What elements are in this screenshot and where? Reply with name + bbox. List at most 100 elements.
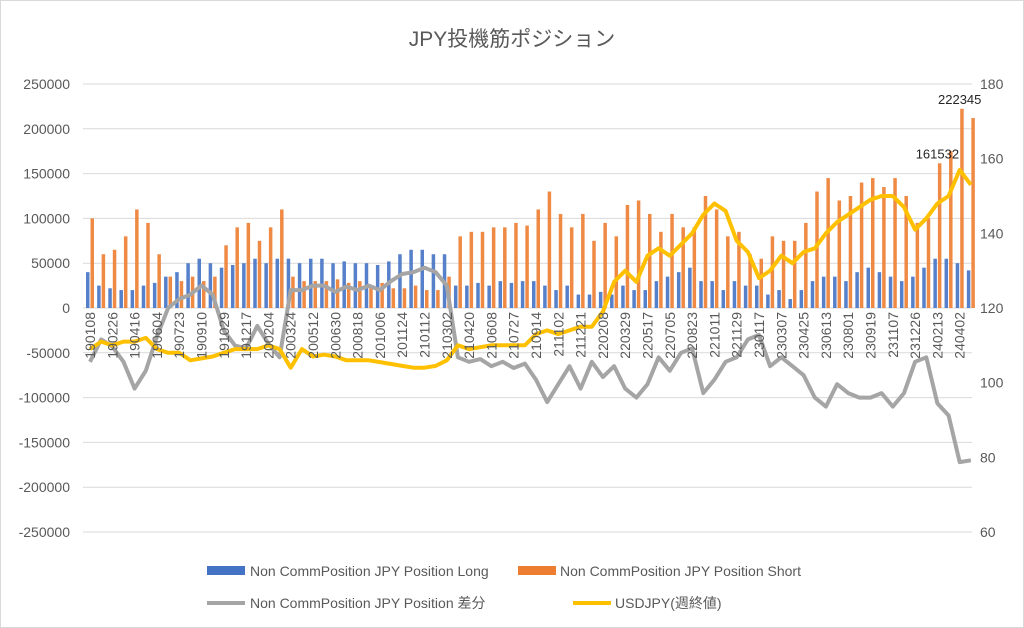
bar-long: [877, 272, 882, 308]
bar-long: [821, 276, 826, 308]
bar-short: [246, 222, 251, 308]
legend-swatch-long: [207, 566, 245, 575]
bar-long: [286, 258, 291, 308]
bar-long: [966, 270, 971, 308]
bar-short: [625, 204, 630, 308]
bar-long: [710, 281, 714, 308]
bar-long: [331, 263, 335, 308]
lines: [88, 167, 973, 465]
x-axis-tick-label: 230801: [840, 312, 856, 359]
bar-long: [230, 264, 235, 308]
bar-short: [714, 209, 719, 308]
x-axis-tick-label: 200630: [327, 312, 343, 359]
bar-long: [398, 254, 402, 308]
bar-long: [543, 285, 547, 308]
bar-short: [592, 240, 596, 308]
line-usdjpy: [88, 167, 973, 370]
legend: Non CommPosition JPY Position Long Non C…: [207, 563, 801, 611]
x-axis-tick-label: 191029: [216, 312, 232, 359]
bar-long: [353, 263, 358, 308]
bar-short: [792, 240, 797, 308]
bar-long: [955, 263, 960, 308]
bar-short: [313, 281, 317, 308]
x-axis-tick-label: 230613: [818, 312, 834, 359]
bar-short: [179, 281, 184, 308]
bar-long: [732, 281, 737, 308]
bar-long: [933, 258, 937, 308]
bar-short: [614, 236, 619, 308]
bar-long: [86, 272, 90, 308]
legend-label-short: Non CommPosition JPY Position Short: [560, 563, 801, 579]
legend-label-usdjpy: USDJPY(週終値): [615, 595, 722, 611]
bar-short: [335, 279, 340, 308]
bar-short: [525, 225, 529, 308]
legend-swatch-short: [518, 566, 556, 575]
bar-short: [960, 108, 964, 309]
x-axis-tick-label: 210302: [439, 312, 455, 359]
bar-short: [402, 288, 407, 308]
x-axis-tick-label: 220517: [640, 312, 656, 359]
bar-long: [520, 281, 525, 308]
bar-short: [670, 213, 674, 308]
bar-short: [369, 285, 373, 308]
bar-short: [648, 213, 652, 308]
bar-short: [491, 227, 496, 308]
bar-long: [476, 282, 480, 308]
bar-short: [726, 236, 730, 308]
bar-long: [788, 299, 792, 308]
bar-short: [425, 290, 429, 308]
x-axis-tick-label: 200512: [305, 312, 321, 359]
bar-long: [208, 263, 213, 308]
bar-long: [676, 272, 681, 308]
bar-long: [119, 290, 123, 308]
bar-long: [309, 258, 313, 308]
legend-item-diff[interactable]: Non CommPosition JPY Position 差分: [207, 595, 486, 611]
x-axis-tick-label: 230307: [773, 312, 789, 359]
bar-short: [692, 227, 697, 308]
bar-short: [770, 236, 775, 308]
bar-short: [558, 213, 563, 308]
bar-short: [224, 245, 228, 308]
bars: [86, 108, 975, 309]
bar-long: [275, 258, 280, 308]
bar-long: [141, 285, 146, 308]
x-axis-tick-label: 211102: [550, 312, 566, 357]
bar-long: [186, 263, 190, 308]
bar-short: [458, 236, 462, 308]
bar-long: [242, 263, 246, 308]
x-axis-tick-label: 201124: [394, 312, 410, 358]
bar-short: [302, 281, 306, 308]
x-axis-tick-label: 200818: [350, 312, 366, 359]
bar-long: [453, 285, 458, 308]
legend-item-long[interactable]: Non CommPosition JPY Position Long: [207, 563, 489, 579]
left-axis-tick-label: 250000: [23, 76, 70, 92]
bar-short: [358, 281, 362, 308]
legend-item-usdjpy[interactable]: USDJPY(週終値): [573, 595, 722, 611]
bar-short: [235, 227, 239, 308]
bar-long: [944, 258, 949, 308]
left-axis-tick-label: 200000: [23, 121, 70, 137]
bar-short: [781, 240, 786, 308]
bar-long: [253, 258, 257, 308]
x-axis-tick-label: 200204: [260, 312, 276, 359]
bar-short: [213, 276, 217, 308]
x-axis-tick-label: 190226: [104, 312, 120, 359]
bar-short: [893, 178, 897, 308]
bar-short: [815, 191, 819, 308]
bar-short: [257, 240, 262, 308]
bar-long: [97, 285, 101, 308]
bar-long: [587, 294, 592, 308]
bar-short: [759, 258, 763, 308]
bar-short: [636, 200, 641, 308]
bar-short: [146, 222, 150, 308]
bar-long: [554, 290, 558, 308]
legend-item-short[interactable]: Non CommPosition JPY Position Short: [518, 563, 801, 579]
bar-short: [380, 282, 384, 308]
x-axis-tick-label: 231107: [885, 312, 901, 358]
bar-short: [123, 236, 128, 308]
chart-title: JPY投機筋ポジション: [409, 28, 616, 51]
bar-long: [844, 281, 848, 308]
right-axis-tick-label: 140: [980, 225, 1004, 241]
bar-long: [431, 254, 436, 308]
